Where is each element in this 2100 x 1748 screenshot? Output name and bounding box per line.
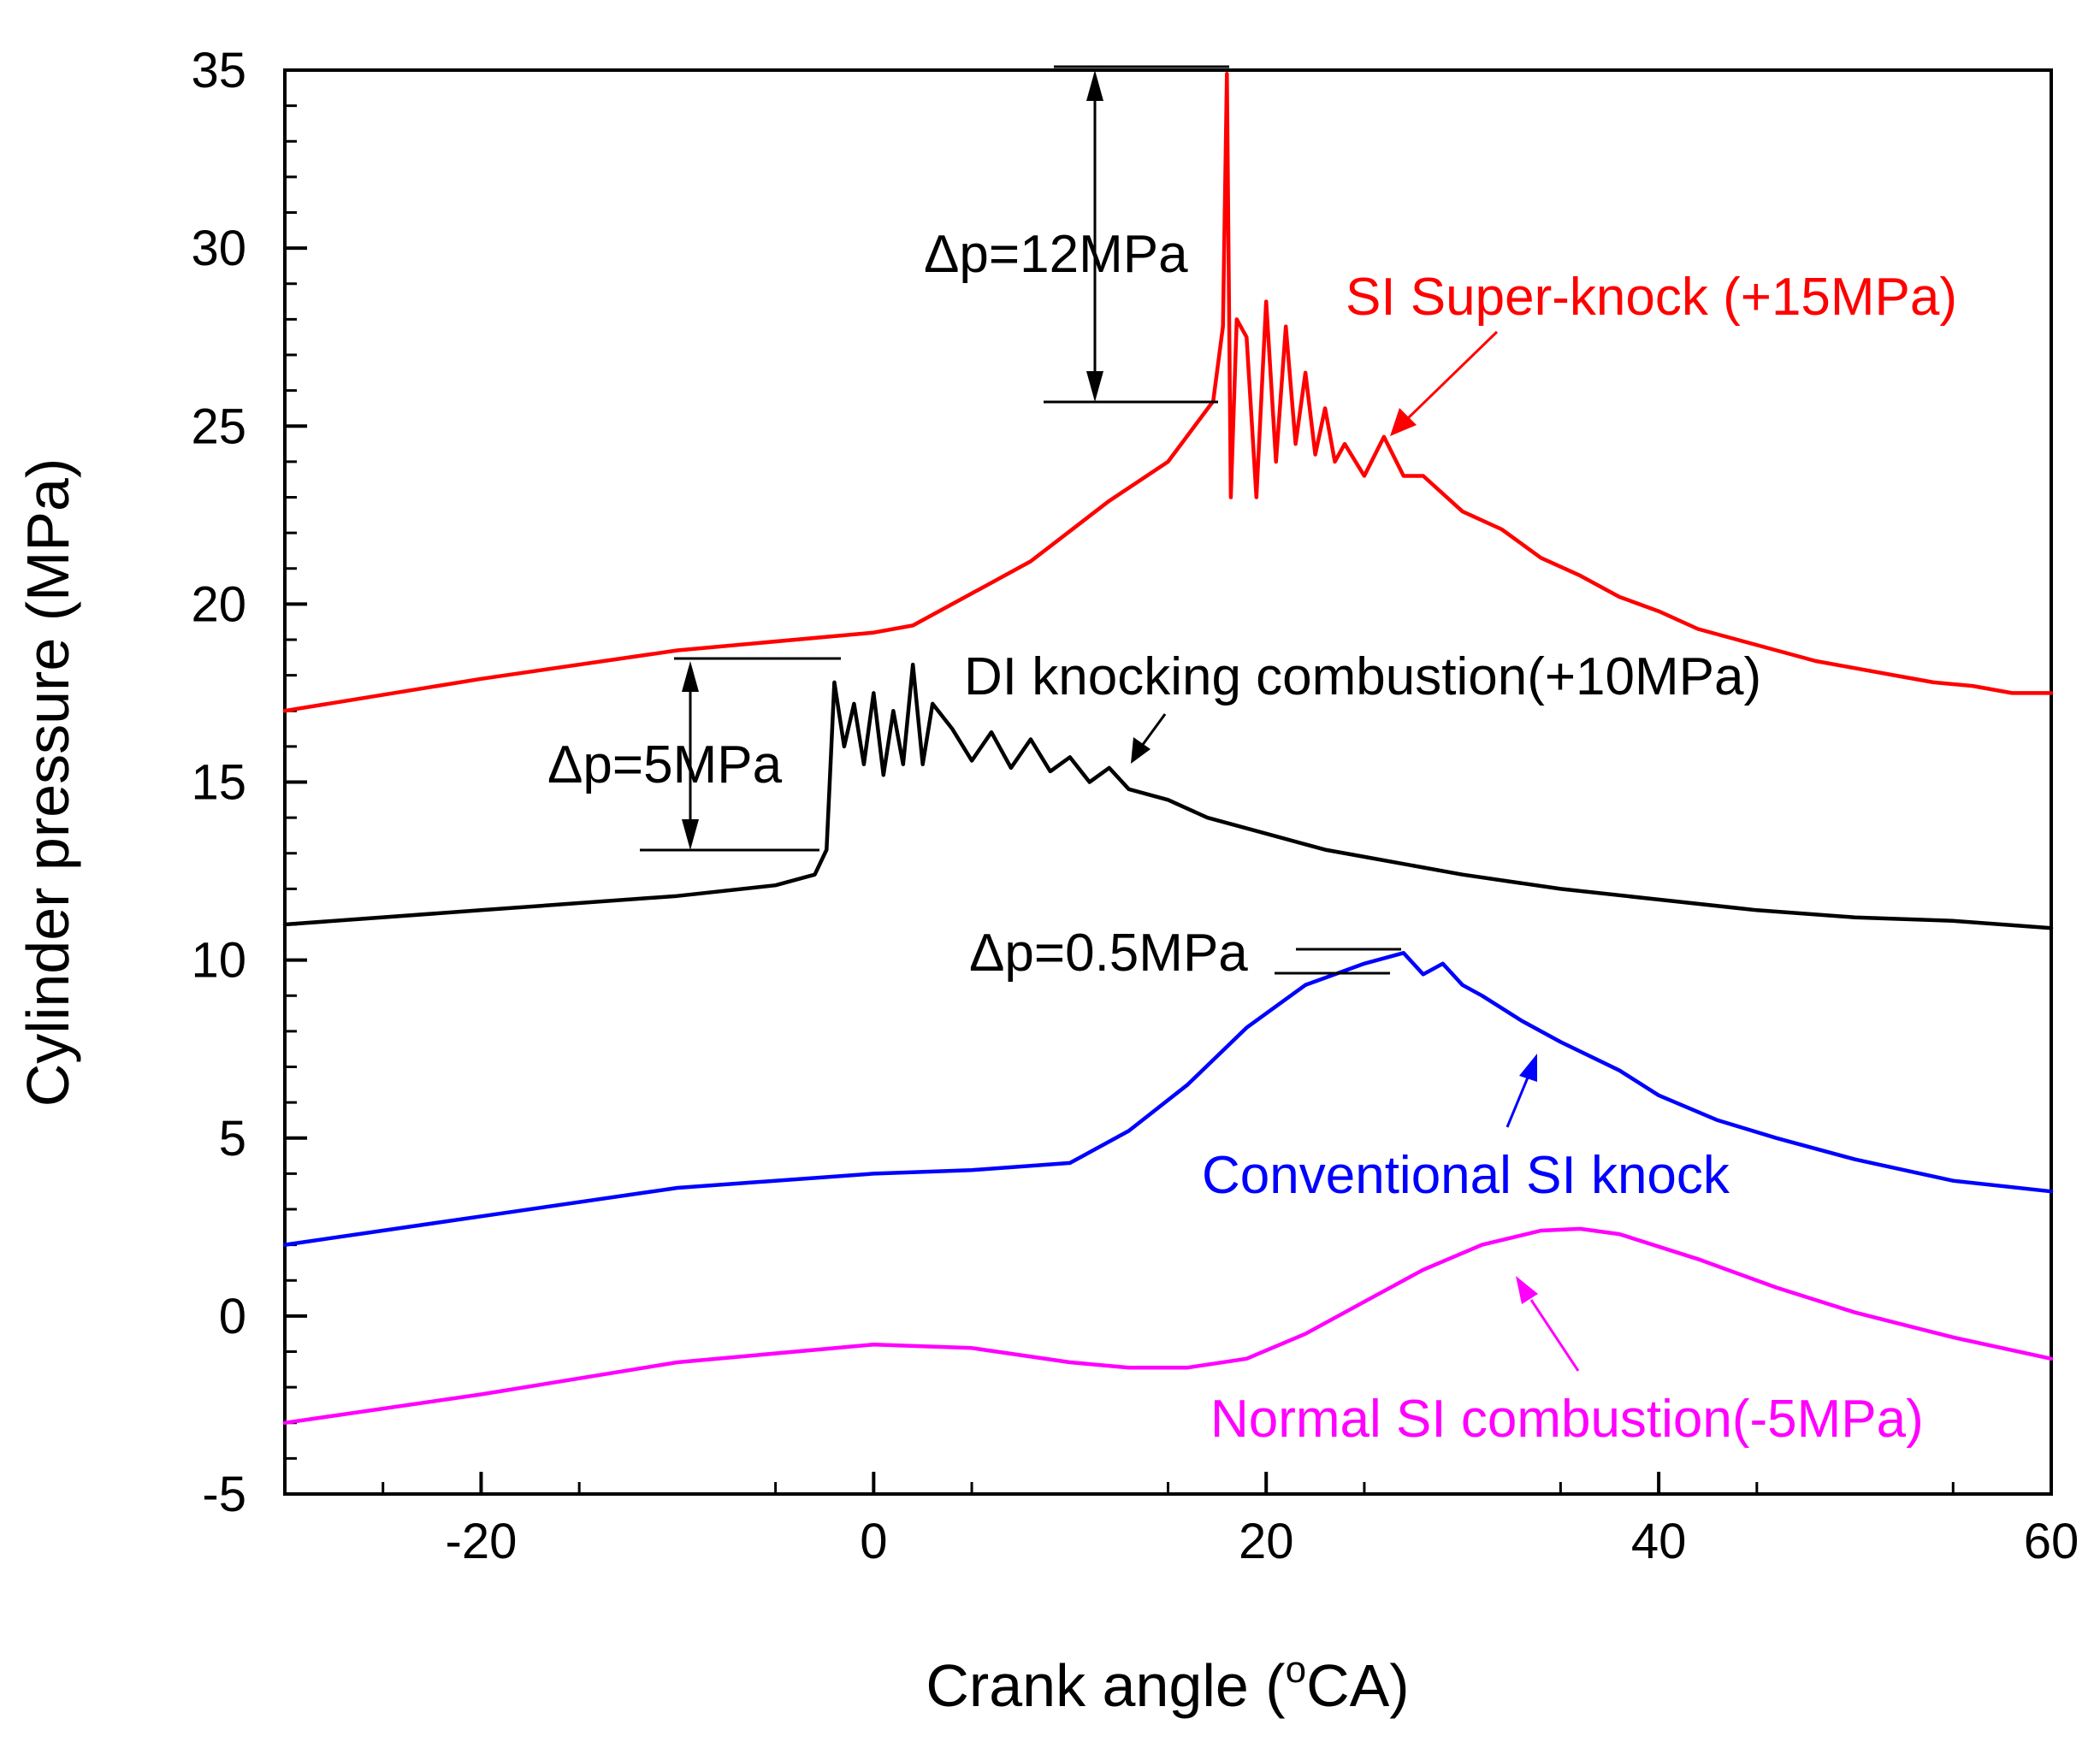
y-tick-label: 35 <box>191 43 246 98</box>
dp5-label: Δp=5MPa <box>547 735 783 794</box>
conv-pointer-line <box>1505 1077 1529 1128</box>
y-axis-title: Cylinder pressure (MPa) <box>15 458 81 1107</box>
y-tick-label: 15 <box>191 755 246 811</box>
dp5-arrow-up <box>682 661 699 692</box>
series-group <box>282 71 2054 1426</box>
label-normal-combustion: Normal SI combustion(-5MPa) <box>1210 1390 1924 1449</box>
series-line-2 <box>282 951 2054 1247</box>
x-axis-title: Crank angle (oCA) <box>926 1649 1409 1719</box>
y-tick-label: 20 <box>191 576 246 632</box>
x-axis: -20 0 20 40 60 <box>382 1472 2079 1569</box>
y-tick-label: 5 <box>219 1111 246 1166</box>
di-pointer-head <box>1131 737 1151 764</box>
x-tick-label: 20 <box>1239 1514 1294 1569</box>
dp5-arrow-down <box>682 819 699 850</box>
y-tick-label: -5 <box>202 1467 246 1522</box>
dp12-arrow-up <box>1086 70 1103 101</box>
y-axis: -5 0 5 10 15 20 25 30 35 <box>191 43 307 1522</box>
normal-pointer-line <box>1529 1299 1580 1372</box>
series-line-3 <box>282 1226 2054 1426</box>
series-line-1 <box>282 662 2054 930</box>
label-di-knocking: DI knocking combustion(+10MPa) <box>964 647 1761 706</box>
y-tick-label: 25 <box>191 399 246 454</box>
y-tick-label: 0 <box>219 1289 246 1344</box>
conv-pointer-head <box>1519 1054 1537 1082</box>
super-pointer-head <box>1390 408 1417 436</box>
super-pointer-line <box>1405 330 1499 421</box>
label-conventional-knock: Conventional SI knock <box>1202 1146 1730 1205</box>
di-pointer-line <box>1140 713 1167 747</box>
dp12-label: Δp=12MPa <box>924 225 1188 284</box>
dp05-label: Δp=0.5MPa <box>969 924 1248 983</box>
x-tick-label: 60 <box>2024 1514 2079 1569</box>
annotation-marks <box>640 65 1580 1372</box>
y-tick-label: 10 <box>191 933 246 989</box>
x-tick-label: 40 <box>1631 1514 1687 1569</box>
dp12-arrow-down <box>1086 371 1103 402</box>
series-line-0 <box>282 71 2054 713</box>
y-tick-label: 30 <box>191 221 246 276</box>
label-super-knock: SI Super-knock (+15MPa) <box>1346 268 1957 327</box>
normal-pointer-head <box>1516 1276 1538 1304</box>
x-tick-label: 0 <box>860 1514 887 1569</box>
x-tick-label: -20 <box>446 1514 518 1569</box>
